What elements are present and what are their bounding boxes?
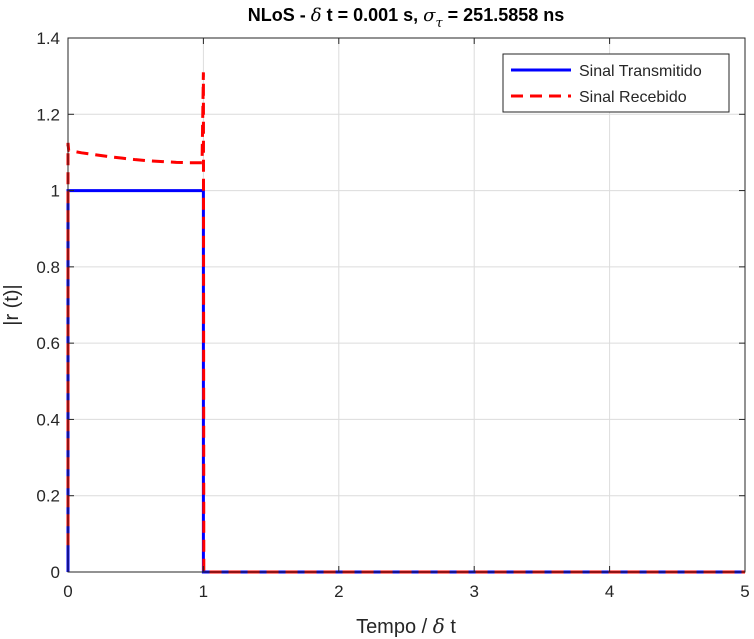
y-axis-label: |r (t)| <box>1 284 23 325</box>
plot-area <box>68 38 745 572</box>
x-tick-label: 2 <box>334 582 343 601</box>
x-tick-label: 1 <box>199 582 208 601</box>
x-tick-label: 5 <box>740 582 749 601</box>
x-axis-label: Tempo / δ t <box>356 614 456 638</box>
y-tick-label: 1 <box>51 182 60 201</box>
y-tick-label: 1.4 <box>36 29 60 48</box>
x-tick-label: 4 <box>605 582 614 601</box>
chart-title: NLoS - δ t = 0.001 s, στ = 251.5858 ns <box>248 5 565 31</box>
axes-box <box>67 37 746 573</box>
y-tick-label: 0.4 <box>36 410 60 429</box>
x-tick-label: 3 <box>469 582 478 601</box>
tick-marks <box>67 37 746 573</box>
y-tick-label: 0.8 <box>36 258 60 277</box>
series-line-received <box>66 72 745 574</box>
legend: Sinal Transmitido Sinal Recebido <box>502 53 730 113</box>
x-tick-labels: 0 1 2 3 4 5 <box>63 582 749 601</box>
y-tick-labels: 0 0.2 0.4 0.6 0.8 1 1.2 1.4 <box>36 29 60 582</box>
y-tick-label: 0.6 <box>36 334 60 353</box>
legend-box <box>502 53 730 113</box>
y-tick-label: 1.2 <box>36 105 60 124</box>
legend-label-received: Sinal Recebido <box>579 89 687 106</box>
y-tick-label: 0 <box>51 563 60 582</box>
legend-label-transmitted: Sinal Transmitido <box>579 63 702 80</box>
y-tick-label: 0.2 <box>36 487 60 506</box>
x-tick-label: 0 <box>63 582 72 601</box>
